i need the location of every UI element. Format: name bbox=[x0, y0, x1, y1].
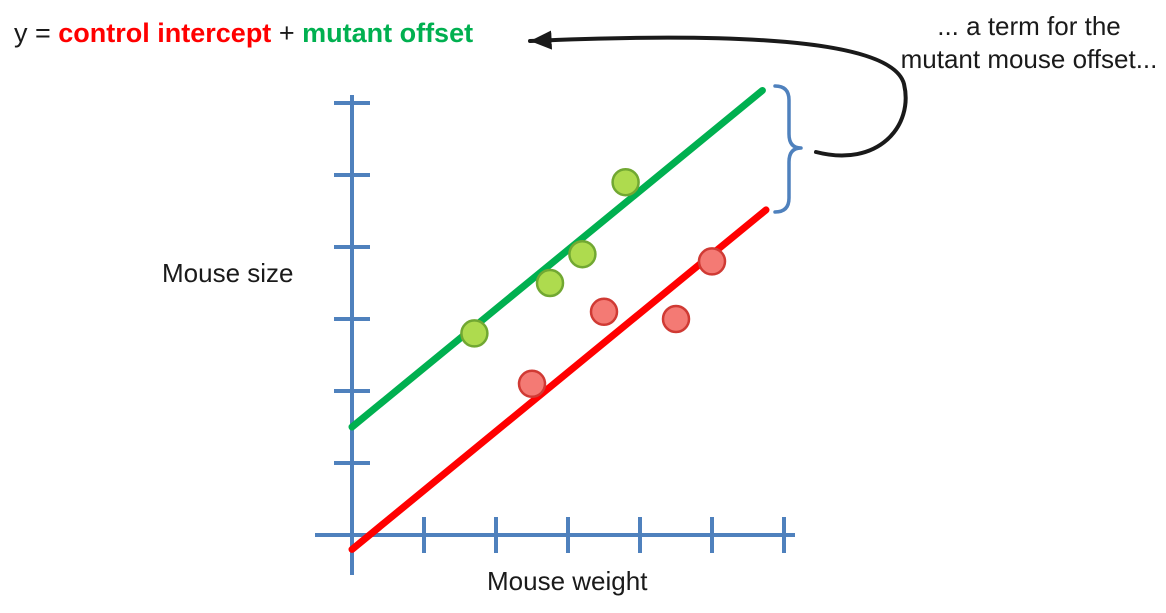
control-data-point bbox=[589, 297, 619, 327]
equation-control-intercept-term: control intercept bbox=[58, 18, 272, 48]
control-data-point bbox=[661, 304, 691, 334]
offset-annotation: ... a term for the mutant mouse offset..… bbox=[898, 10, 1160, 77]
equation-lhs: y = bbox=[14, 18, 59, 48]
model-equation: y = control intercept + mutant offset bbox=[14, 18, 473, 49]
mutant-data-point bbox=[460, 319, 489, 348]
equation-plus-sign: + bbox=[271, 18, 303, 48]
mutant-data-point bbox=[568, 239, 597, 269]
annotation-line-1: ... a term for the bbox=[937, 11, 1121, 41]
control-fit-line bbox=[348, 206, 770, 553]
y-axis-label: Mouse size bbox=[162, 258, 294, 288]
x-axis-label: Mouse weight bbox=[487, 566, 648, 596]
control-data-point bbox=[697, 247, 727, 276]
mutant-fit-line bbox=[348, 86, 766, 431]
mutant-data-point bbox=[535, 268, 565, 298]
offset-brace bbox=[773, 84, 803, 214]
control-data-point bbox=[517, 369, 547, 399]
equation-mutant-offset-term: mutant offset bbox=[302, 18, 474, 48]
mutant-data-point bbox=[611, 167, 640, 197]
annotation-arrow bbox=[528, 30, 908, 158]
annotation-line-2: mutant mouse offset... bbox=[900, 44, 1158, 75]
